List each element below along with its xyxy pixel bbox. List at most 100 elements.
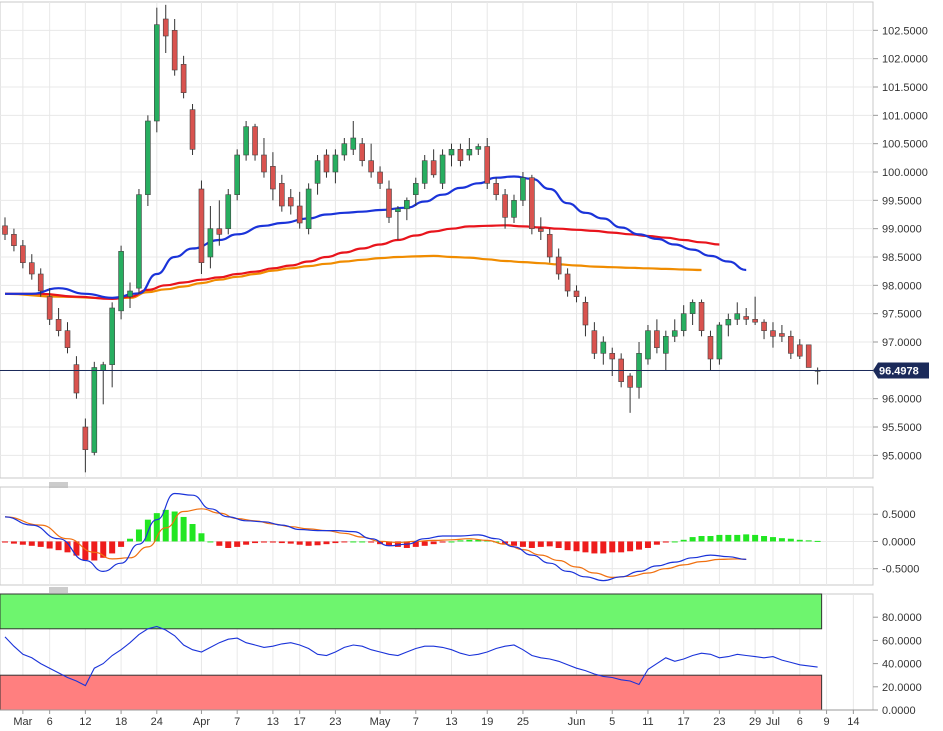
macd-histogram-bar-positive bbox=[761, 536, 768, 542]
sma-orange-line bbox=[4, 254, 702, 300]
macd-histogram-bar-positive bbox=[796, 539, 803, 542]
macd-histogram-bar-negative bbox=[537, 541, 544, 547]
candle-body-up bbox=[341, 143, 348, 156]
x-tick-label: Apr bbox=[193, 716, 210, 728]
candle-body-down bbox=[287, 197, 294, 207]
candle-body-down bbox=[198, 188, 205, 263]
candle bbox=[707, 330, 714, 371]
price-y-tick-label: 95.0000 bbox=[882, 450, 922, 462]
macd-histogram-bar-negative bbox=[37, 541, 44, 547]
candle-body-down bbox=[564, 273, 571, 292]
candle-body-down bbox=[368, 160, 374, 173]
candle bbox=[207, 206, 214, 269]
macd-histogram-bar-positive bbox=[153, 513, 160, 542]
macd-histogram-bar-negative bbox=[10, 541, 17, 544]
candle-body-down bbox=[216, 228, 223, 235]
macd-histogram-bar-negative bbox=[609, 541, 616, 553]
macd-rsi-resize-handle[interactable] bbox=[49, 587, 68, 593]
macd-histogram-bar-negative bbox=[412, 541, 419, 547]
candle bbox=[162, 4, 169, 53]
candle bbox=[314, 155, 321, 195]
price-y-tick-label: 100.5000 bbox=[882, 139, 928, 151]
candle-body-up bbox=[421, 160, 428, 184]
candle bbox=[788, 330, 794, 359]
candle bbox=[252, 123, 258, 161]
candle bbox=[743, 308, 749, 325]
candle bbox=[600, 336, 607, 365]
candle-body-up bbox=[91, 367, 98, 453]
candle bbox=[28, 254, 35, 280]
candle-body-down bbox=[761, 321, 767, 331]
price-y-tick-label: 101.5000 bbox=[882, 82, 928, 94]
candle bbox=[341, 138, 348, 161]
macd-histogram-bar-positive bbox=[716, 534, 723, 542]
macd-histogram-bar-negative bbox=[511, 541, 518, 546]
macd-histogram-bar-positive bbox=[752, 534, 759, 542]
macd-histogram-bar-negative bbox=[252, 541, 259, 544]
rsi-overbought-zone bbox=[0, 593, 823, 630]
x-tick-label: 14 bbox=[847, 716, 859, 728]
candle-body-up bbox=[448, 149, 455, 156]
candle bbox=[332, 149, 339, 184]
candle-body-up bbox=[350, 137, 357, 150]
rsi-y-tick-label: 80.0000 bbox=[882, 612, 922, 624]
candle bbox=[421, 155, 428, 189]
candle bbox=[725, 313, 732, 337]
candle bbox=[154, 7, 160, 133]
macd-histogram-bar-negative bbox=[234, 541, 241, 547]
candle-body-down bbox=[82, 426, 89, 450]
macd-histogram-bar-positive bbox=[162, 509, 169, 542]
candle bbox=[91, 361, 98, 456]
x-tick-label: 6 bbox=[797, 716, 803, 728]
candle bbox=[564, 268, 571, 297]
price-y-tick-label: 101.0000 bbox=[882, 110, 928, 122]
rsi-oversold-zone bbox=[0, 674, 823, 711]
price-y-tick-label: 97.0000 bbox=[882, 337, 922, 349]
candle-body-up bbox=[412, 183, 419, 195]
macd-histogram-bar-positive bbox=[135, 529, 142, 542]
macd-histogram-bar-positive bbox=[127, 538, 134, 542]
candle-body-down bbox=[484, 146, 491, 184]
macd-y-tick-label: -0.5000 bbox=[882, 564, 919, 576]
candle-body-down bbox=[377, 171, 383, 184]
x-tick-label: 7 bbox=[234, 716, 240, 728]
x-tick-label: 24 bbox=[151, 716, 163, 728]
overlay: 96.4978 bbox=[0, 362, 929, 593]
macd-histogram-bar-positive bbox=[698, 536, 705, 542]
candle bbox=[180, 55, 187, 99]
candle bbox=[654, 319, 660, 354]
candle-body-up bbox=[243, 126, 249, 156]
candle bbox=[377, 166, 383, 189]
candle bbox=[805, 344, 812, 368]
x-tick-label: 23 bbox=[713, 716, 725, 728]
x-tick-label: May bbox=[370, 716, 391, 728]
candle bbox=[2, 217, 8, 240]
macd-histogram-bar-negative bbox=[82, 541, 89, 560]
macd-histogram-bar-negative bbox=[323, 541, 330, 545]
candle-body-up bbox=[520, 177, 526, 201]
macd-histogram-bar-negative bbox=[439, 541, 446, 543]
macd-histogram-bar-negative bbox=[305, 541, 312, 546]
candle-body-down bbox=[20, 245, 26, 263]
macd-histogram-bar-positive bbox=[457, 540, 464, 542]
candle-body-up bbox=[725, 319, 732, 326]
macd-histogram-bar-positive bbox=[475, 539, 482, 542]
x-tick-label: Jun bbox=[568, 716, 586, 728]
macd-line bbox=[4, 492, 747, 582]
candle bbox=[82, 418, 89, 473]
candle bbox=[484, 138, 491, 189]
macd-histogram-bar-positive bbox=[707, 536, 714, 542]
x-tick-label: 6 bbox=[47, 716, 53, 728]
price-y-tick-label: 102.5000 bbox=[882, 25, 928, 37]
macd-histogram-bar-negative bbox=[278, 541, 285, 544]
candle bbox=[412, 177, 419, 206]
x-tick-label: 13 bbox=[445, 716, 457, 728]
x-tick-label: 13 bbox=[267, 716, 279, 728]
x-tick-label: 19 bbox=[481, 716, 493, 728]
macd-histogram-bar-negative bbox=[421, 541, 428, 546]
candle-body-up bbox=[154, 24, 160, 122]
candle bbox=[680, 305, 687, 337]
macd-histogram-bar-negative bbox=[109, 541, 116, 554]
price-macd-resize-handle[interactable] bbox=[49, 482, 68, 488]
current-price-label: 96.4978 bbox=[879, 365, 919, 377]
